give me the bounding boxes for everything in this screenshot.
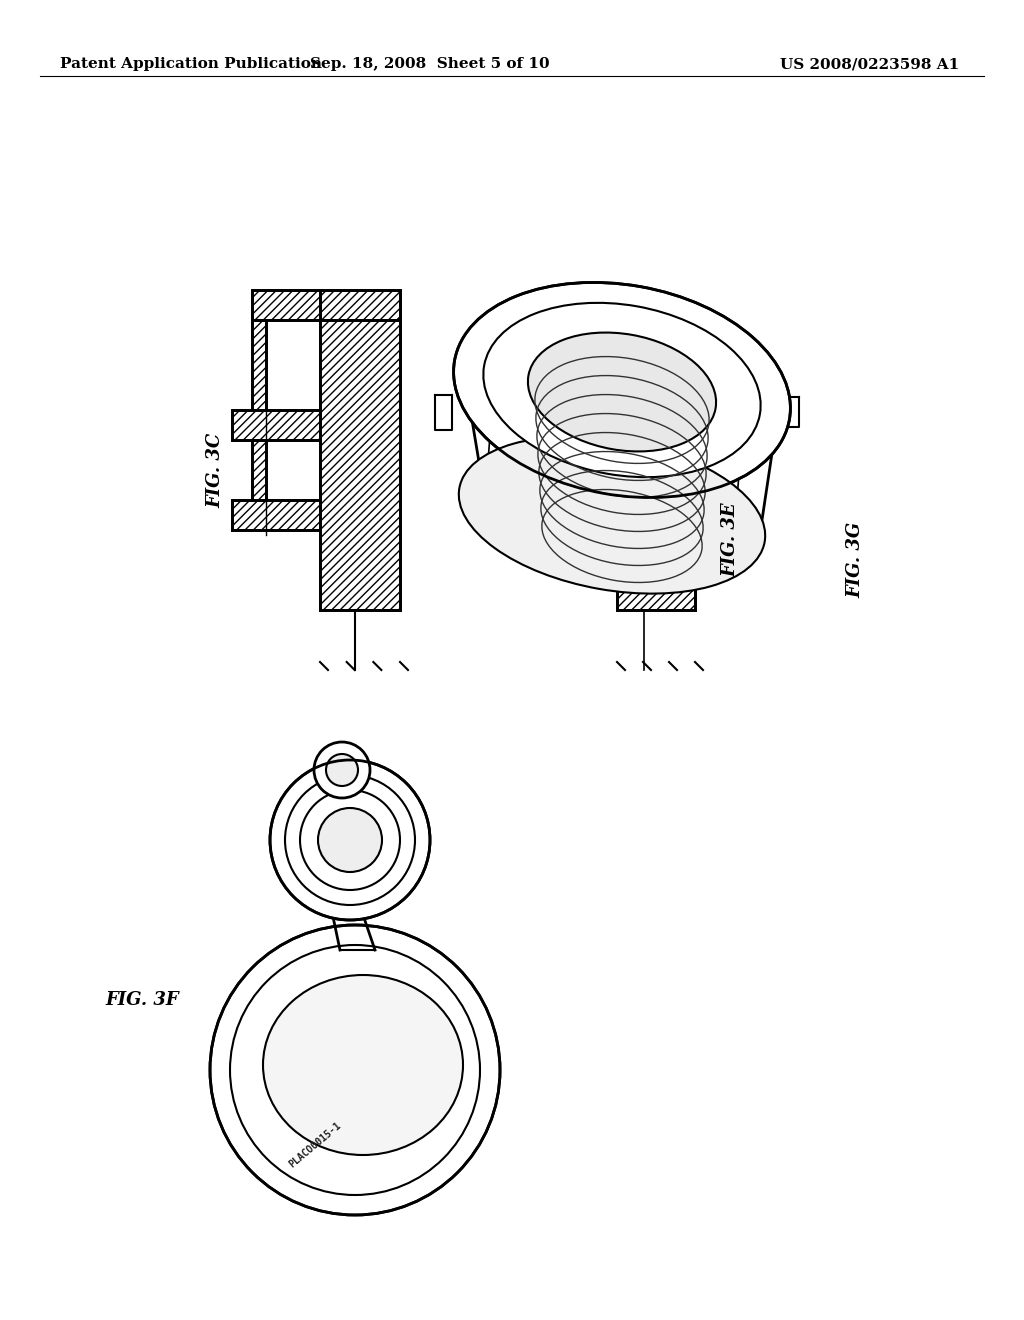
Text: PLACO0015-1: PLACO0015-1	[287, 1121, 343, 1170]
Bar	[319, 290, 400, 319]
Bar	[232, 500, 319, 531]
Circle shape	[326, 754, 358, 785]
Text: FIG. 3F: FIG. 3F	[105, 991, 178, 1008]
Text: FIG. 3C: FIG. 3C	[206, 433, 224, 508]
Circle shape	[270, 760, 430, 920]
Bar	[319, 290, 400, 319]
Bar	[545, 450, 559, 515]
Ellipse shape	[263, 975, 463, 1155]
Circle shape	[314, 742, 370, 799]
Bar	[617, 389, 695, 420]
Bar	[252, 290, 319, 319]
Ellipse shape	[528, 333, 716, 451]
Ellipse shape	[483, 302, 761, 477]
Text: Sep. 18, 2008  Sheet 5 of 10: Sep. 18, 2008 Sheet 5 of 10	[310, 57, 550, 71]
Bar	[525, 420, 617, 450]
Text: Patent Application Publication: Patent Application Publication	[60, 57, 322, 71]
Bar	[319, 319, 400, 610]
Bar	[252, 290, 319, 319]
Bar	[525, 515, 617, 545]
Text: FIG. 3E: FIG. 3E	[721, 503, 739, 577]
Bar	[525, 420, 617, 450]
Circle shape	[210, 925, 500, 1214]
Bar	[545, 450, 559, 515]
Bar	[232, 411, 319, 440]
Ellipse shape	[459, 437, 765, 594]
Bar	[232, 500, 319, 531]
Bar	[252, 319, 266, 411]
Bar	[319, 319, 400, 610]
Bar	[252, 290, 319, 319]
Bar	[525, 515, 617, 545]
Bar	[617, 420, 695, 610]
Circle shape	[318, 808, 382, 873]
Bar	[617, 389, 695, 420]
Bar	[545, 389, 617, 420]
Bar	[319, 319, 400, 610]
Bar	[525, 420, 617, 450]
Text: US 2008/0223598 A1: US 2008/0223598 A1	[780, 57, 959, 71]
Bar	[252, 319, 266, 411]
Bar	[545, 389, 617, 420]
Bar	[252, 319, 266, 411]
Bar	[232, 411, 319, 440]
Circle shape	[285, 775, 415, 906]
Bar	[617, 420, 695, 610]
Bar	[252, 440, 266, 500]
Bar	[232, 411, 319, 440]
Ellipse shape	[454, 282, 791, 498]
Bar	[545, 389, 617, 420]
Bar	[617, 389, 695, 420]
Bar	[545, 450, 559, 515]
Circle shape	[300, 789, 400, 890]
Bar	[232, 500, 319, 531]
Circle shape	[230, 945, 480, 1195]
Bar	[252, 440, 266, 500]
Bar	[617, 420, 695, 610]
Bar	[525, 515, 617, 545]
Text: FIG. 3G: FIG. 3G	[846, 521, 864, 598]
Bar	[252, 440, 266, 500]
Bar	[319, 290, 400, 319]
